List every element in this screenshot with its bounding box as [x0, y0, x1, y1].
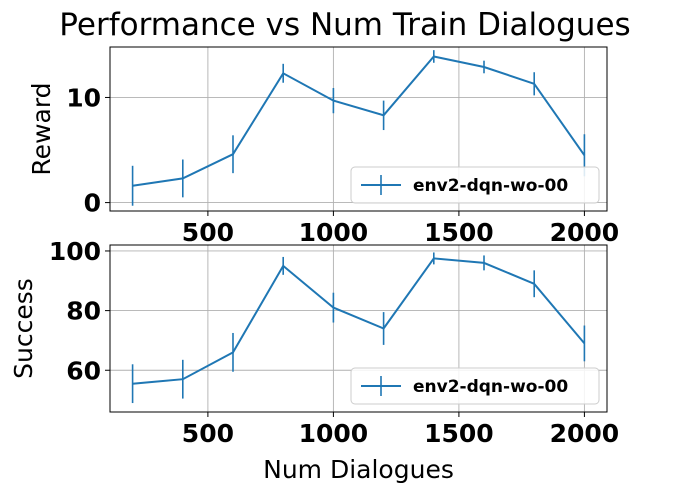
x-tick-label: 1000 — [299, 419, 369, 448]
reward-panel: 500 1000 1500 2000 0 10 Reward env2-dqn-wo-00 — [27, 46, 620, 247]
series-line — [132, 55, 586, 187]
x-tick-label: 2000 — [550, 218, 620, 247]
y-tick-label: 60 — [66, 356, 101, 385]
legend-box — [350, 166, 600, 204]
axes-frame — [109, 46, 608, 212]
y-tick-label: 10 — [66, 83, 101, 112]
x-tick-label: 1500 — [424, 419, 494, 448]
y-tick-label: 100 — [49, 237, 101, 266]
legend-box — [350, 367, 600, 405]
reward-axis-label: Reward — [27, 82, 56, 175]
series-line — [132, 257, 586, 385]
x-tick-label: 2000 — [550, 419, 620, 448]
x-tick-label: 500 — [182, 218, 234, 247]
y-tick-label: 80 — [66, 297, 101, 326]
legend: env2-dqn-wo-00 — [350, 367, 600, 405]
x-tick-label: 1000 — [299, 218, 369, 247]
x-tick-label: 1500 — [424, 218, 494, 247]
y-tick-label: 0 — [84, 189, 101, 218]
x-tick-label: 500 — [182, 419, 234, 448]
chart-title: Performance vs Num Train Dialogues — [59, 7, 630, 43]
success-panel: 500 1000 1500 2000 60 80 100 Success Num Dialogu… — [9, 237, 619, 484]
success-axis-label: Success — [9, 278, 38, 379]
legend-label: env2-dqn-wo-00 — [413, 377, 568, 397]
axes-frame — [109, 244, 608, 413]
legend-label: env2-dqn-wo-00 — [413, 176, 568, 196]
legend: env2-dqn-wo-00 — [350, 166, 600, 204]
x-axis-label: Num Dialogues — [263, 455, 454, 484]
